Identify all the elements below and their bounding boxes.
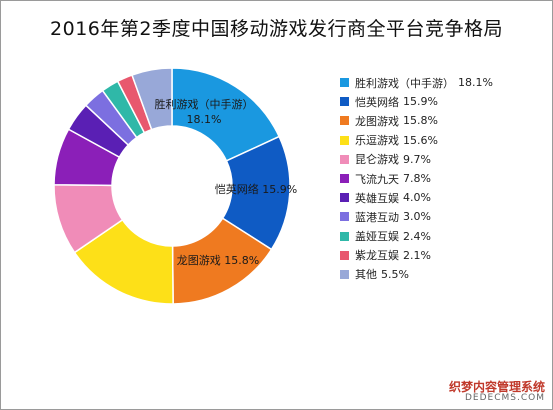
legend-value: 5.5% <box>381 267 409 281</box>
legend-value: 3.0% <box>403 210 431 224</box>
legend-item: 乐逗游戏 15.6% <box>340 131 493 150</box>
legend-swatch <box>340 135 349 145</box>
legend-value: 2.1% <box>403 248 431 262</box>
legend-label: 乐逗游戏 <box>355 134 399 148</box>
legend-value: 15.8% <box>403 114 438 128</box>
watermark-line-1: 织梦内容管理系统 <box>448 379 545 394</box>
legend-swatch <box>340 193 349 203</box>
legend-value: 2.4% <box>403 229 431 243</box>
legend-item: 恺英网络 15.9% <box>340 92 493 111</box>
legend-item: 胜利游戏（中手游） 18.1% <box>340 73 493 92</box>
watermark: 织梦内容管理系统 DEDECMS.COM <box>448 379 545 404</box>
legend-label: 蓝港互动 <box>355 210 399 224</box>
legend-label: 其他 <box>355 268 377 282</box>
legend-swatch <box>340 212 349 222</box>
legend-value: 15.6% <box>403 133 438 147</box>
legend-swatch <box>340 231 349 241</box>
legend-label: 昆仑游戏 <box>355 153 399 167</box>
legend-value: 9.7% <box>403 152 431 166</box>
legend-label: 胜利游戏（中手游） <box>355 76 454 90</box>
legend-item: 昆仑游戏 9.7% <box>340 150 493 169</box>
chart-title: 2016年第2季度中国移动游戏发行商全平台竞争格局 <box>50 18 503 40</box>
data-label-3: 恺英网络 15.9% <box>215 182 297 196</box>
legend-swatch <box>340 97 349 107</box>
legend-item: 盖娅互娱 2.4% <box>340 227 493 246</box>
legend-label: 恺英网络 <box>355 95 399 109</box>
legend-swatch <box>340 250 349 260</box>
legend-label: 飞流九天 <box>355 172 399 186</box>
legend-swatch <box>340 174 349 184</box>
legend-label: 英雄互娱 <box>355 191 399 205</box>
legend: 胜利游戏（中手游） 18.1% 恺英网络 15.9% 龙图游戏 15.8% 乐逗游戏 15.6… <box>340 73 493 284</box>
legend-value: 7.8% <box>403 172 431 186</box>
legend-item: 蓝港互动 3.0% <box>340 207 493 226</box>
legend-value: 4.0% <box>403 191 431 205</box>
data-label-4: 龙图游戏 15.8% <box>177 254 259 267</box>
legend-item: 飞流九天 7.8% <box>340 169 493 188</box>
watermark-line-2: DEDECMS.COM <box>465 393 545 404</box>
legend-swatch <box>340 116 349 126</box>
legend-label: 紫龙互娱 <box>355 249 399 263</box>
legend-swatch <box>340 154 349 164</box>
legend-swatch <box>340 269 349 279</box>
legend-swatch <box>340 78 349 88</box>
legend-value: 15.9% <box>403 95 438 109</box>
slice-11 <box>131 67 173 131</box>
legend-item: 紫龙互娱 2.1% <box>340 246 493 265</box>
legend-item: 其他 5.5% <box>340 265 493 284</box>
legend-item: 龙图游戏 15.8% <box>340 111 493 130</box>
legend-value: 18.1% <box>458 76 493 90</box>
legend-label: 龙图游戏 <box>355 114 399 128</box>
legend-item: 英雄互娱 4.0% <box>340 188 493 207</box>
data-label-1: 胜利游戏（中手游） <box>155 97 254 111</box>
legend-label: 盖娅互娱 <box>355 230 399 244</box>
data-label-2: 18.1% <box>187 113 222 126</box>
